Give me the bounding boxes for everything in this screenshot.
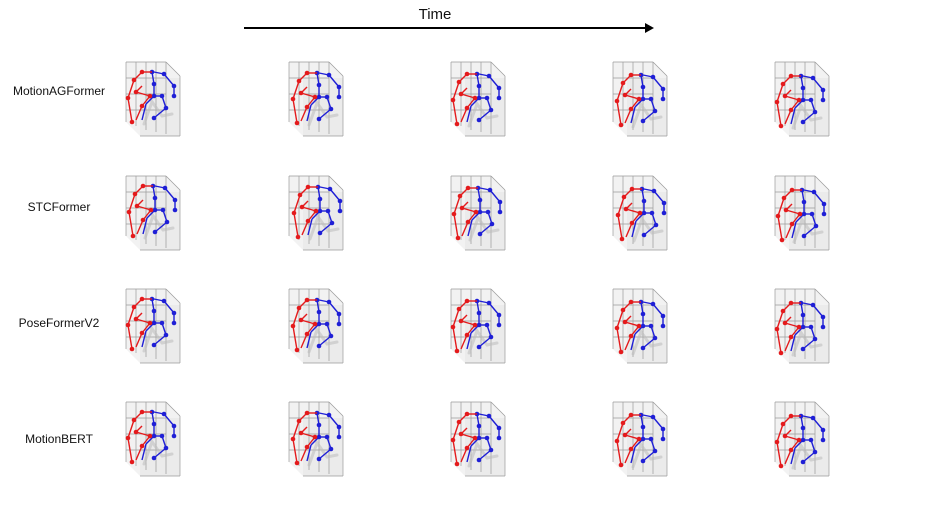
pose-left-side [125, 69, 153, 125]
time-arrow [244, 23, 654, 33]
pose-left-side [126, 183, 154, 239]
pose-left-side [451, 185, 479, 241]
pose-panel-stcformer-frame-3 [450, 175, 506, 251]
pose-panel-poseformerv2-frame-5 [774, 288, 830, 364]
pose-panel-poseformerv2-frame-1 [125, 288, 181, 364]
row-label-stcformer: STCFormer [27, 200, 91, 214]
pose-left-side [290, 410, 318, 466]
pose-right-side [306, 410, 342, 462]
time-label: Time [418, 6, 452, 23]
pose-panel-motionbert-frame-4 [612, 401, 668, 477]
pose-panel-motionagformer-frame-2 [288, 61, 344, 137]
pose-right-side [790, 73, 826, 125]
grid-box [125, 175, 181, 251]
row-label-motionagformer: MotionAGFormer [12, 84, 106, 98]
pose-right-side [306, 297, 342, 349]
pose-right-side [307, 184, 343, 236]
pose-panel-motionbert-frame-1 [125, 401, 181, 477]
pose-right-side [142, 183, 178, 235]
pose-panel-motionbert-frame-5 [774, 401, 830, 477]
pose-right-side [466, 298, 502, 350]
pose-left-side [290, 297, 318, 353]
pose-left-side [615, 186, 643, 242]
pose-right-side [466, 411, 502, 463]
pose-left-side [125, 409, 153, 465]
grid-box [125, 401, 181, 477]
row-label-poseformerv2: PoseFormerV2 [18, 316, 100, 330]
pose-left-side [614, 412, 642, 468]
pose-left-side [450, 411, 478, 467]
pose-panel-motionagformer-frame-4 [612, 61, 668, 137]
pose-right-side [141, 296, 177, 348]
pose-panel-motionagformer-frame-3 [450, 61, 506, 137]
pose-panel-motionagformer-frame-5 [774, 61, 830, 137]
pose-right-side [631, 186, 667, 238]
grid-box [125, 61, 181, 137]
pose-right-side [630, 412, 666, 464]
pose-panel-motionbert-frame-3 [450, 401, 506, 477]
pose-left-side [774, 413, 802, 469]
row-label-motionbert: MotionBERT [25, 432, 93, 446]
pose-left-side [450, 298, 478, 354]
grid-box [125, 288, 181, 364]
pose-right-side [630, 299, 666, 351]
pose-left-side [775, 187, 803, 243]
pose-right-side [141, 69, 177, 121]
pose-left-side [774, 73, 802, 129]
pose-right-side [630, 72, 666, 124]
pose-left-side [614, 72, 642, 128]
pose-left-side [774, 300, 802, 356]
pose-right-side [791, 187, 827, 239]
pose-right-side [790, 300, 826, 352]
pose-panel-motionagformer-frame-1 [125, 61, 181, 137]
pose-left-side [614, 299, 642, 355]
pose-right-side [306, 70, 342, 122]
pose-left-side [290, 70, 318, 126]
pose-left-side [125, 296, 153, 352]
pose-panel-poseformerv2-frame-4 [612, 288, 668, 364]
pose-panel-stcformer-frame-2 [288, 175, 344, 251]
pose-panel-motionbert-frame-2 [288, 401, 344, 477]
pose-panel-poseformerv2-frame-2 [288, 288, 344, 364]
pose-left-side [450, 71, 478, 127]
pose-right-side [466, 71, 502, 123]
pose-panel-stcformer-frame-4 [612, 175, 668, 251]
pose-panel-poseformerv2-frame-3 [450, 288, 506, 364]
pose-left-side [291, 184, 319, 240]
pose-panel-stcformer-frame-5 [774, 175, 830, 251]
pose-right-side [141, 409, 177, 461]
pose-panel-stcformer-frame-1 [125, 175, 181, 251]
